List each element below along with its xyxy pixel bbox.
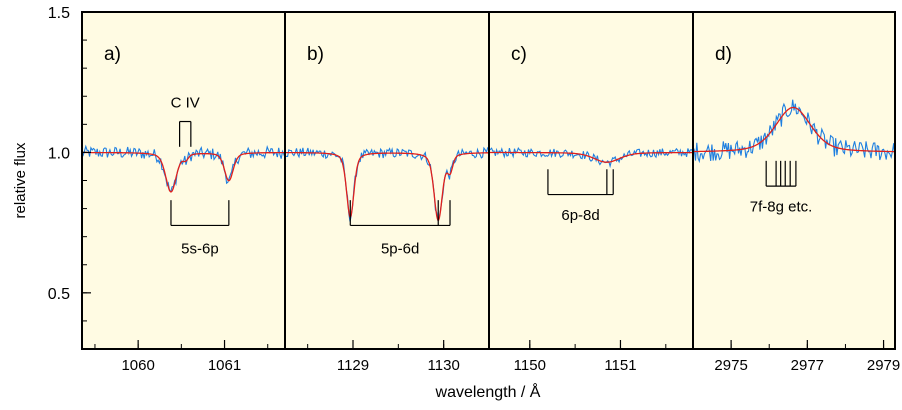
model-spectrum-line: [82, 151, 285, 193]
line-marker-label: 5s-6p: [181, 241, 219, 258]
panel-label: a): [104, 44, 121, 65]
x-axis-label: wavelength / Å: [435, 382, 541, 401]
model-spectrum-line: [693, 106, 895, 153]
x-tick-label: 2975: [714, 357, 747, 374]
x-tick-label: 1060: [121, 357, 154, 374]
panel-background: [489, 12, 693, 349]
model-spectrum-line: [489, 151, 693, 163]
line-marker-label: 5p-6d: [381, 241, 419, 258]
line-marker-label: 6p-8d: [561, 207, 599, 224]
x-tick-label: 1130: [428, 357, 460, 374]
y-axis-label: relative flux: [12, 142, 29, 218]
panel-background: [693, 12, 895, 349]
x-tick-label: 2977: [791, 357, 824, 374]
line-marker-label: C IV: [171, 94, 200, 111]
model-spectrum-line: [285, 151, 489, 222]
observed-spectrum-line: [693, 99, 895, 164]
x-tick-label: 1129: [337, 357, 369, 374]
panel-label: b): [307, 44, 324, 65]
panel-background: [82, 12, 285, 349]
x-tick-label: 2979: [867, 357, 900, 374]
y-tick-label: 0.5: [48, 286, 70, 303]
x-tick-label: 1061: [208, 357, 241, 374]
y-tick-label: 1.0: [48, 145, 70, 162]
line-marker-label: 7f-8g etc.: [750, 198, 813, 215]
observed-spectrum-line: [285, 146, 489, 222]
panel-label: c): [511, 44, 527, 65]
panel-label: d): [715, 44, 732, 65]
y-tick-label: 1.5: [48, 5, 70, 22]
panel-background: [285, 12, 489, 349]
panel-frame: [692, 11, 896, 350]
x-tick-label: 1151: [604, 357, 636, 374]
x-tick-label: 1150: [514, 357, 546, 374]
